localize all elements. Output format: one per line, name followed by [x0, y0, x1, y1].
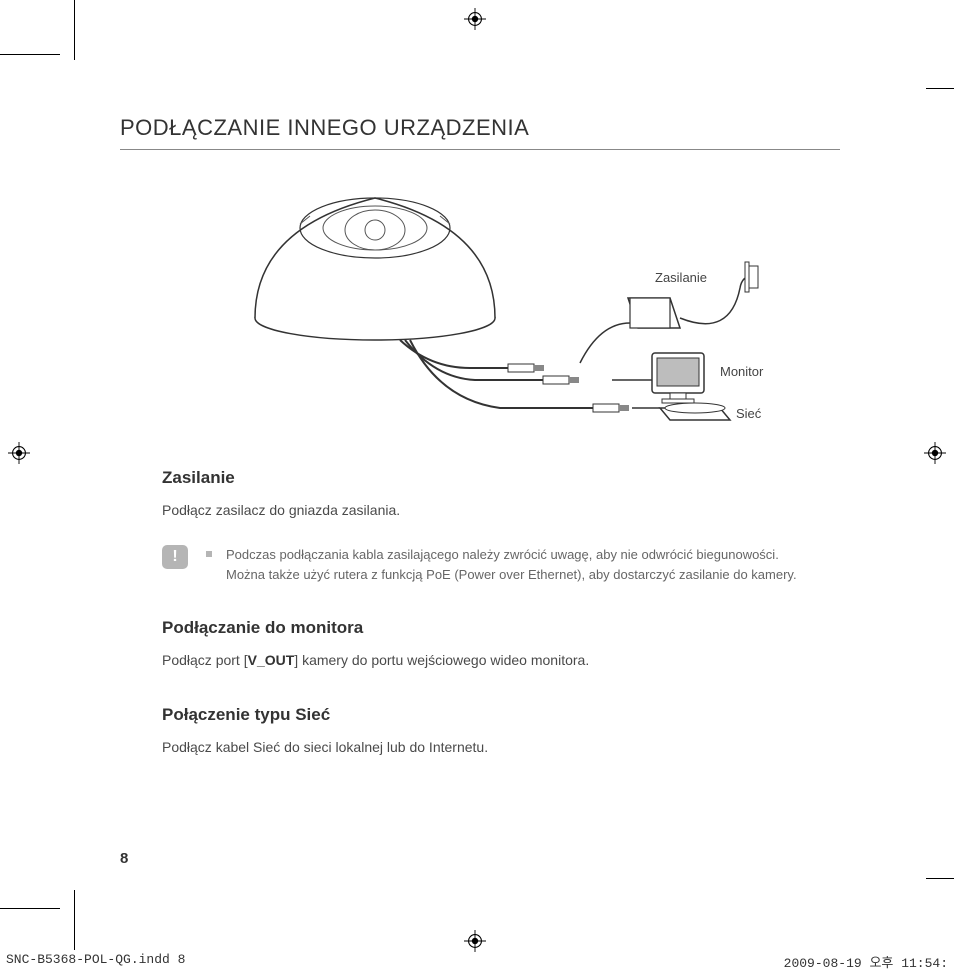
section-heading-network: Połączenie typu Sieć: [162, 705, 840, 725]
registration-mark-icon: [8, 442, 30, 464]
warning-icon: !: [162, 545, 188, 569]
diagram-label-monitor: Monitor: [720, 364, 763, 379]
section-heading-power: Zasilanie: [162, 468, 840, 488]
registration-mark-icon: [464, 8, 486, 30]
registration-mark-icon: [464, 930, 486, 952]
body-text-power: Podłącz zasilacz do gniazda zasilania.: [162, 500, 840, 521]
crop-mark: [0, 54, 60, 55]
callout-note: ! Podczas podłączania kabla zasilającego…: [162, 545, 840, 584]
monitor-body-post: ] kamery do portu wejściowego wideo moni…: [294, 652, 589, 668]
callout-body: Podczas podłączania kabla zasilającego n…: [206, 545, 840, 584]
connection-diagram: Zasilanie Monitor Sieć: [200, 168, 760, 428]
callout-text: Podczas podłączania kabla zasilającego n…: [226, 545, 797, 584]
monitor-body-pre: Podłącz port [: [162, 652, 248, 668]
crop-mark: [926, 878, 954, 879]
footer-filename: SNC-B5368-POL-QG.indd 8: [6, 952, 185, 971]
footer-timestamp: 2009-08-19 오후 11:54:: [784, 952, 948, 971]
monitor-body-bold: V_OUT: [248, 652, 295, 668]
page-title: PODŁĄCZANIE INNEGO URZĄDZENIA: [120, 115, 840, 150]
section-heading-monitor: Podłączanie do monitora: [162, 618, 840, 638]
crop-mark: [74, 0, 75, 60]
page-content: PODŁĄCZANIE INNEGO URZĄDZENIA: [120, 115, 840, 758]
callout-line1: Podczas podłączania kabla zasilającego n…: [226, 547, 779, 562]
crop-mark: [926, 88, 954, 89]
body-text-monitor: Podłącz port [V_OUT] kamery do portu wej…: [162, 650, 840, 671]
body-text-network: Podłącz kabel Sieć do sieci lokalnej lub…: [162, 737, 840, 758]
print-footer: SNC-B5368-POL-QG.indd 8 2009-08-19 오후 11…: [0, 952, 954, 971]
crop-mark: [74, 890, 75, 950]
diagram-label-power: Zasilanie: [655, 270, 707, 285]
crop-mark: [0, 908, 60, 909]
page-number: 8: [120, 850, 128, 867]
registration-mark-icon: [924, 442, 946, 464]
callout-line2: Można także użyć rutera z funkcją PoE (P…: [226, 567, 797, 582]
diagram-label-network: Sieć: [736, 406, 761, 421]
bullet-icon: [206, 551, 212, 557]
